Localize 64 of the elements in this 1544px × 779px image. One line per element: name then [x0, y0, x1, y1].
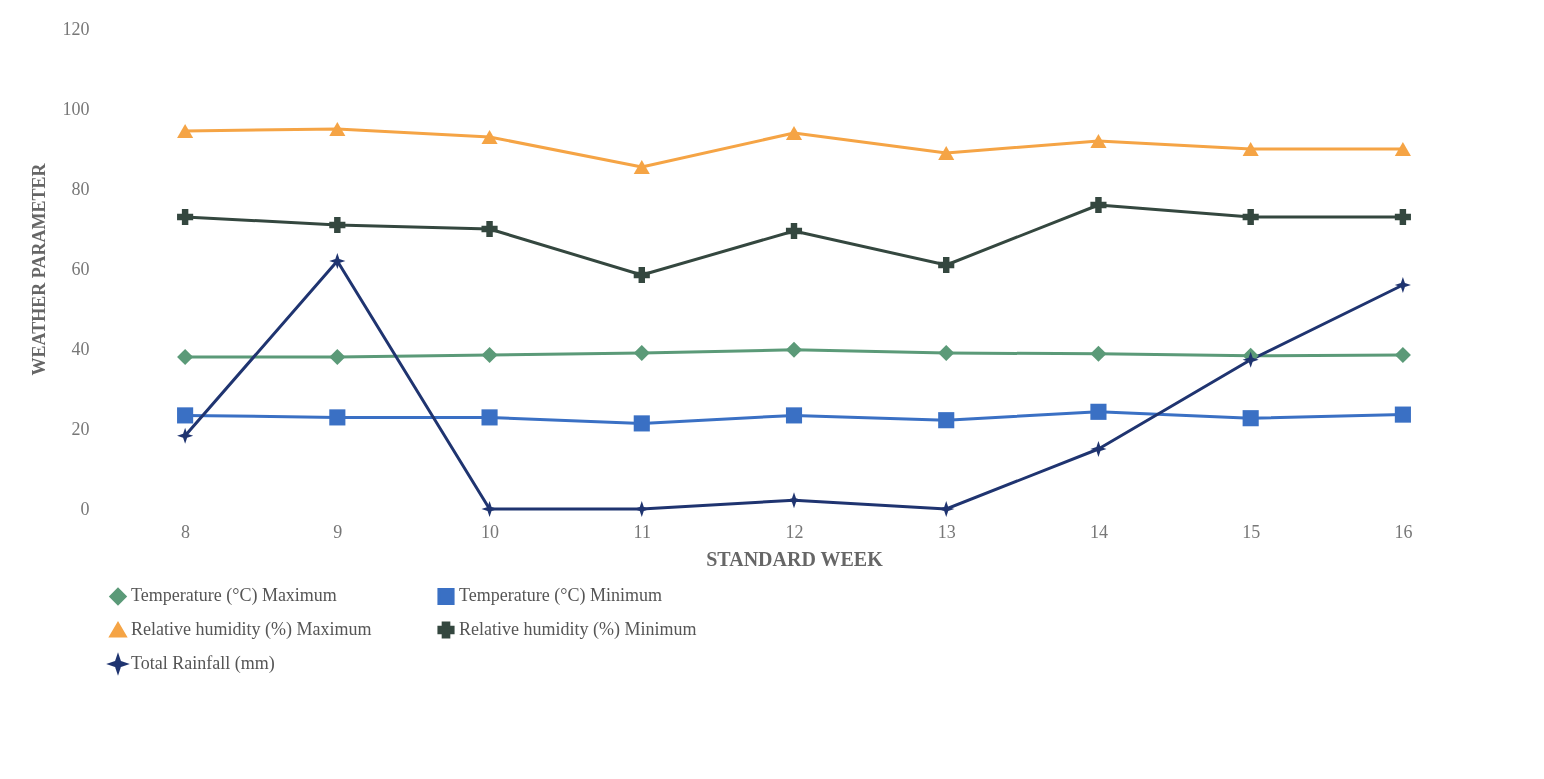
- point: [633, 344, 650, 362]
- x-axis-title: STANDARD WEEK: [706, 547, 884, 570]
- point: [633, 415, 650, 432]
- y-tick-label: 20: [71, 418, 90, 439]
- point: [785, 126, 803, 140]
- point: [1090, 440, 1107, 458]
- point: [938, 344, 955, 362]
- y-tick-label: 120: [62, 18, 90, 39]
- y-tick-label: 80: [71, 178, 90, 199]
- point: [177, 208, 194, 226]
- point: [938, 146, 955, 160]
- point: [329, 252, 346, 270]
- point: [1090, 345, 1107, 362]
- y-tick-label: 60: [71, 258, 90, 279]
- point: [785, 492, 803, 509]
- point: [177, 407, 194, 424]
- point: [1090, 134, 1107, 148]
- x-tick-label: 15: [1242, 521, 1261, 542]
- point: [1242, 351, 1259, 368]
- point: [1394, 276, 1411, 294]
- point: [481, 130, 498, 144]
- point: [329, 409, 346, 426]
- x-tick-label: 14: [1089, 521, 1108, 542]
- y-axis-title: WEATHER PARAMETER: [28, 162, 49, 376]
- point: [329, 216, 346, 234]
- y-tick-label: 0: [80, 498, 90, 519]
- legend-label: Total Rainfall (mm): [131, 653, 275, 674]
- point: [1394, 406, 1411, 423]
- point: [1394, 346, 1411, 364]
- legend-label: Temperature (°C) Minimum: [459, 585, 662, 607]
- point: [1394, 208, 1411, 226]
- point: [481, 409, 498, 426]
- point: [481, 346, 498, 364]
- point: [177, 124, 194, 138]
- point: [785, 341, 803, 358]
- y-tick-label: 40: [71, 338, 90, 359]
- point: [633, 266, 650, 284]
- point: [177, 427, 194, 444]
- x-tick-label: 10: [481, 521, 500, 542]
- x-tick-label: 9: [333, 521, 343, 542]
- point: [938, 412, 955, 429]
- x-tick-label: 12: [785, 521, 804, 542]
- point: [1242, 208, 1259, 226]
- point: [1242, 142, 1259, 156]
- point: [785, 222, 803, 240]
- point: [481, 220, 498, 238]
- x-tick-label: 8: [181, 521, 191, 542]
- legend-label: Relative humidity (%) Minimum: [459, 619, 697, 640]
- legend-label: Temperature (°C) Maximum: [131, 585, 337, 607]
- point: [785, 407, 803, 424]
- x-tick-label: 13: [937, 521, 956, 542]
- y-tick-label: 100: [62, 98, 90, 119]
- point: [1242, 410, 1259, 427]
- point: [1090, 196, 1107, 214]
- legend-label: Relative humidity (%) Maximum: [131, 619, 372, 640]
- point: [329, 348, 346, 366]
- point: [1090, 403, 1107, 420]
- point: [633, 160, 650, 174]
- point: [177, 348, 194, 366]
- point: [1394, 142, 1411, 156]
- point: [329, 122, 346, 136]
- x-tick-label: 11: [633, 521, 651, 542]
- point: [938, 256, 955, 274]
- x-tick-label: 16: [1394, 521, 1413, 542]
